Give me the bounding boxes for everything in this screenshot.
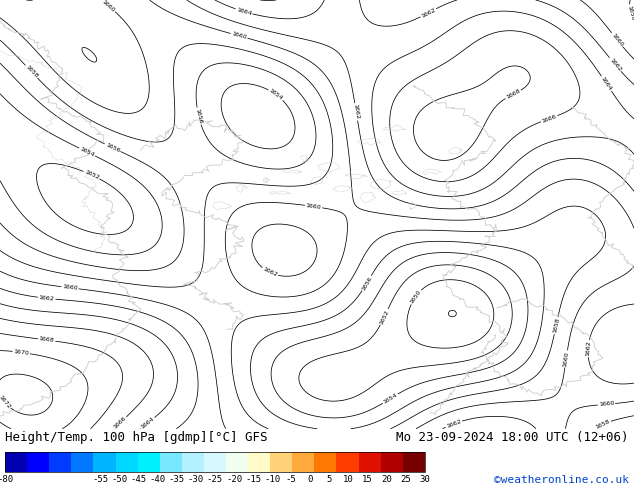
Text: 1662: 1662	[262, 267, 278, 278]
Text: 5: 5	[327, 475, 332, 484]
Text: 1656: 1656	[361, 275, 373, 291]
Text: 1664: 1664	[600, 76, 613, 92]
Bar	[138, 452, 160, 471]
Text: 1654: 1654	[268, 88, 284, 101]
Text: 1658: 1658	[24, 64, 39, 79]
Text: Height/Temp. 100 hPa [gdmp][°C] GFS: Height/Temp. 100 hPa [gdmp][°C] GFS	[5, 431, 268, 443]
Bar	[292, 452, 314, 471]
Bar	[93, 452, 115, 471]
Text: 20: 20	[381, 475, 392, 484]
Bar	[226, 452, 248, 471]
Text: 1662: 1662	[608, 57, 622, 72]
Text: 1660: 1660	[101, 0, 116, 13]
Bar	[160, 452, 182, 471]
Text: -10: -10	[264, 475, 280, 484]
Text: 1668: 1668	[39, 337, 55, 343]
Text: 1650: 1650	[409, 289, 422, 305]
Bar	[337, 452, 358, 471]
Text: 1660: 1660	[598, 401, 614, 408]
Text: -25: -25	[207, 475, 223, 484]
Text: 1660: 1660	[231, 31, 247, 40]
Bar	[5, 452, 27, 471]
Text: 1654: 1654	[79, 147, 95, 158]
Text: -15: -15	[245, 475, 261, 484]
Text: 1656: 1656	[195, 108, 203, 124]
Bar	[27, 452, 49, 471]
Text: 1652: 1652	[84, 170, 100, 180]
Text: -35: -35	[169, 475, 185, 484]
Text: 1664: 1664	[236, 7, 252, 16]
Text: 1662: 1662	[585, 341, 591, 356]
Bar	[204, 452, 226, 471]
Text: 1660: 1660	[611, 32, 624, 47]
Text: 10: 10	[343, 475, 354, 484]
Text: 1652: 1652	[378, 309, 390, 325]
Text: 1662: 1662	[446, 419, 462, 429]
Text: -45: -45	[131, 475, 146, 484]
Text: 0: 0	[307, 475, 313, 484]
Text: 30: 30	[420, 475, 430, 484]
Text: 1658: 1658	[626, 5, 634, 21]
Text: 1662: 1662	[420, 7, 436, 19]
Text: ©weatheronline.co.uk: ©weatheronline.co.uk	[494, 475, 629, 485]
Text: -30: -30	[188, 475, 204, 484]
Text: 1658: 1658	[552, 318, 560, 334]
Text: Mo 23-09-2024 18:00 UTC (12+06): Mo 23-09-2024 18:00 UTC (12+06)	[396, 431, 629, 443]
Text: -5: -5	[286, 475, 297, 484]
Bar	[380, 452, 403, 471]
Bar	[49, 452, 72, 471]
Bar	[270, 452, 292, 471]
Text: 1672: 1672	[0, 394, 11, 410]
Bar	[314, 452, 337, 471]
Text: 1660: 1660	[306, 203, 321, 210]
Bar	[182, 452, 204, 471]
Text: 25: 25	[400, 475, 411, 484]
Bar	[358, 452, 380, 471]
Bar	[248, 452, 270, 471]
Text: 1654: 1654	[382, 392, 398, 405]
Bar	[5, 452, 425, 471]
Bar	[403, 452, 425, 471]
Text: 1670: 1670	[13, 349, 29, 356]
Text: -40: -40	[150, 475, 165, 484]
Text: 15: 15	[362, 475, 373, 484]
Text: 1660: 1660	[562, 351, 570, 367]
Text: 1664: 1664	[140, 416, 155, 430]
Text: -55: -55	[93, 475, 108, 484]
Text: 1666: 1666	[113, 416, 127, 430]
Text: 1662: 1662	[39, 295, 55, 302]
Text: 1656: 1656	[105, 142, 120, 153]
Text: -50: -50	[112, 475, 127, 484]
Text: 1666: 1666	[541, 114, 557, 123]
Text: 1660: 1660	[62, 284, 78, 291]
Text: 1662: 1662	[353, 104, 360, 120]
Text: 1658: 1658	[595, 419, 611, 430]
Bar	[115, 452, 138, 471]
Text: 1668: 1668	[505, 89, 521, 100]
Text: -80: -80	[0, 475, 13, 484]
Bar	[72, 452, 93, 471]
Text: -20: -20	[226, 475, 242, 484]
